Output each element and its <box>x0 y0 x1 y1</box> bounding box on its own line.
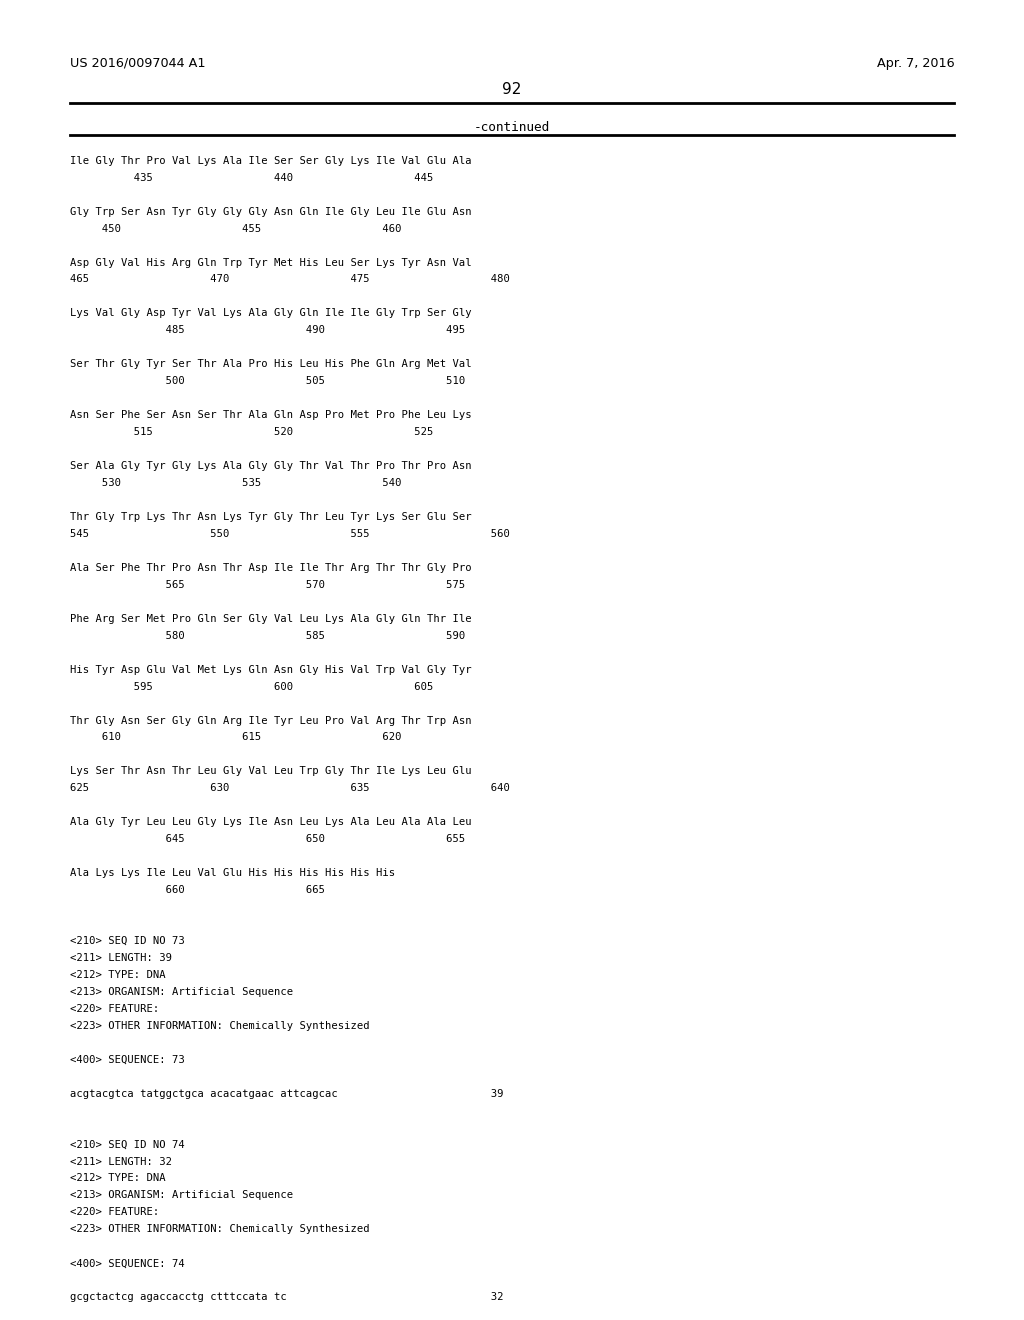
Text: Ala Ser Phe Thr Pro Asn Thr Asp Ile Ile Thr Arg Thr Thr Gly Pro: Ala Ser Phe Thr Pro Asn Thr Asp Ile Ile … <box>70 562 471 573</box>
Text: 450                   455                   460: 450 455 460 <box>70 223 401 234</box>
Text: His Tyr Asp Glu Val Met Lys Gln Asn Gly His Val Trp Val Gly Tyr: His Tyr Asp Glu Val Met Lys Gln Asn Gly … <box>70 665 471 675</box>
Text: <212> TYPE: DNA: <212> TYPE: DNA <box>70 970 165 979</box>
Text: Apr. 7, 2016: Apr. 7, 2016 <box>877 57 954 70</box>
Text: <400> SEQUENCE: 73: <400> SEQUENCE: 73 <box>70 1055 184 1065</box>
Text: <213> ORGANISM: Artificial Sequence: <213> ORGANISM: Artificial Sequence <box>70 987 293 997</box>
Text: <210> SEQ ID NO 74: <210> SEQ ID NO 74 <box>70 1139 184 1150</box>
Text: -continued: -continued <box>474 121 550 135</box>
Text: 660                   665: 660 665 <box>70 886 325 895</box>
Text: 610                   615                   620: 610 615 620 <box>70 733 401 742</box>
Text: Ile Gly Thr Pro Val Lys Ala Ile Ser Ser Gly Lys Ile Val Glu Ala: Ile Gly Thr Pro Val Lys Ala Ile Ser Ser … <box>70 156 471 166</box>
Text: 515                   520                   525: 515 520 525 <box>70 428 433 437</box>
Text: <212> TYPE: DNA: <212> TYPE: DNA <box>70 1173 165 1184</box>
Text: <400> SEQUENCE: 74: <400> SEQUENCE: 74 <box>70 1258 184 1269</box>
Text: <211> LENGTH: 32: <211> LENGTH: 32 <box>70 1156 172 1167</box>
Text: acgtacgtca tatggctgca acacatgaac attcagcac                        39: acgtacgtca tatggctgca acacatgaac attcagc… <box>70 1089 503 1098</box>
Text: 530                   535                   540: 530 535 540 <box>70 478 401 488</box>
Text: 92: 92 <box>503 82 521 96</box>
Text: Ala Gly Tyr Leu Leu Gly Lys Ile Asn Leu Lys Ala Leu Ala Ala Leu: Ala Gly Tyr Leu Leu Gly Lys Ile Asn Leu … <box>70 817 471 828</box>
Text: 595                   600                   605: 595 600 605 <box>70 681 433 692</box>
Text: Asp Gly Val His Arg Gln Trp Tyr Met His Leu Ser Lys Tyr Asn Val: Asp Gly Val His Arg Gln Trp Tyr Met His … <box>70 257 471 268</box>
Text: 465                   470                   475                   480: 465 470 475 480 <box>70 275 510 285</box>
Text: Ala Lys Lys Ile Leu Val Glu His His His His His His: Ala Lys Lys Ile Leu Val Glu His His His … <box>70 869 395 878</box>
Text: 485                   490                   495: 485 490 495 <box>70 325 465 335</box>
Text: <213> ORGANISM: Artificial Sequence: <213> ORGANISM: Artificial Sequence <box>70 1191 293 1200</box>
Text: Phe Arg Ser Met Pro Gln Ser Gly Val Leu Lys Ala Gly Gln Thr Ile: Phe Arg Ser Met Pro Gln Ser Gly Val Leu … <box>70 614 471 624</box>
Text: Asn Ser Phe Ser Asn Ser Thr Ala Gln Asp Pro Met Pro Phe Leu Lys: Asn Ser Phe Ser Asn Ser Thr Ala Gln Asp … <box>70 411 471 420</box>
Text: Lys Val Gly Asp Tyr Val Lys Ala Gly Gln Ile Ile Gly Trp Ser Gly: Lys Val Gly Asp Tyr Val Lys Ala Gly Gln … <box>70 309 471 318</box>
Text: 545                   550                   555                   560: 545 550 555 560 <box>70 529 510 539</box>
Text: 435                   440                   445: 435 440 445 <box>70 173 433 182</box>
Text: <211> LENGTH: 39: <211> LENGTH: 39 <box>70 953 172 964</box>
Text: Thr Gly Trp Lys Thr Asn Lys Tyr Gly Thr Leu Tyr Lys Ser Glu Ser: Thr Gly Trp Lys Thr Asn Lys Tyr Gly Thr … <box>70 512 471 521</box>
Text: gcgctactcg agaccacctg ctttccata tc                                32: gcgctactcg agaccacctg ctttccata tc 32 <box>70 1292 503 1303</box>
Text: Lys Ser Thr Asn Thr Leu Gly Val Leu Trp Gly Thr Ile Lys Leu Glu: Lys Ser Thr Asn Thr Leu Gly Val Leu Trp … <box>70 767 471 776</box>
Text: 625                   630                   635                   640: 625 630 635 640 <box>70 783 510 793</box>
Text: Ser Thr Gly Tyr Ser Thr Ala Pro His Leu His Phe Gln Arg Met Val: Ser Thr Gly Tyr Ser Thr Ala Pro His Leu … <box>70 359 471 370</box>
Text: 565                   570                   575: 565 570 575 <box>70 579 465 590</box>
Text: Ser Ala Gly Tyr Gly Lys Ala Gly Gly Thr Val Thr Pro Thr Pro Asn: Ser Ala Gly Tyr Gly Lys Ala Gly Gly Thr … <box>70 461 471 471</box>
Text: <210> SEQ ID NO 73: <210> SEQ ID NO 73 <box>70 936 184 946</box>
Text: Gly Trp Ser Asn Tyr Gly Gly Gly Asn Gln Ile Gly Leu Ile Glu Asn: Gly Trp Ser Asn Tyr Gly Gly Gly Asn Gln … <box>70 207 471 216</box>
Text: 645                   650                   655: 645 650 655 <box>70 834 465 845</box>
Text: <220> FEATURE:: <220> FEATURE: <box>70 1005 159 1014</box>
Text: Thr Gly Asn Ser Gly Gln Arg Ile Tyr Leu Pro Val Arg Thr Trp Asn: Thr Gly Asn Ser Gly Gln Arg Ile Tyr Leu … <box>70 715 471 726</box>
Text: US 2016/0097044 A1: US 2016/0097044 A1 <box>70 57 205 70</box>
Text: <220> FEATURE:: <220> FEATURE: <box>70 1208 159 1217</box>
Text: <223> OTHER INFORMATION: Chemically Synthesized: <223> OTHER INFORMATION: Chemically Synt… <box>70 1020 370 1031</box>
Text: 500                   505                   510: 500 505 510 <box>70 376 465 387</box>
Text: <223> OTHER INFORMATION: Chemically Synthesized: <223> OTHER INFORMATION: Chemically Synt… <box>70 1225 370 1234</box>
Text: 580                   585                   590: 580 585 590 <box>70 631 465 640</box>
